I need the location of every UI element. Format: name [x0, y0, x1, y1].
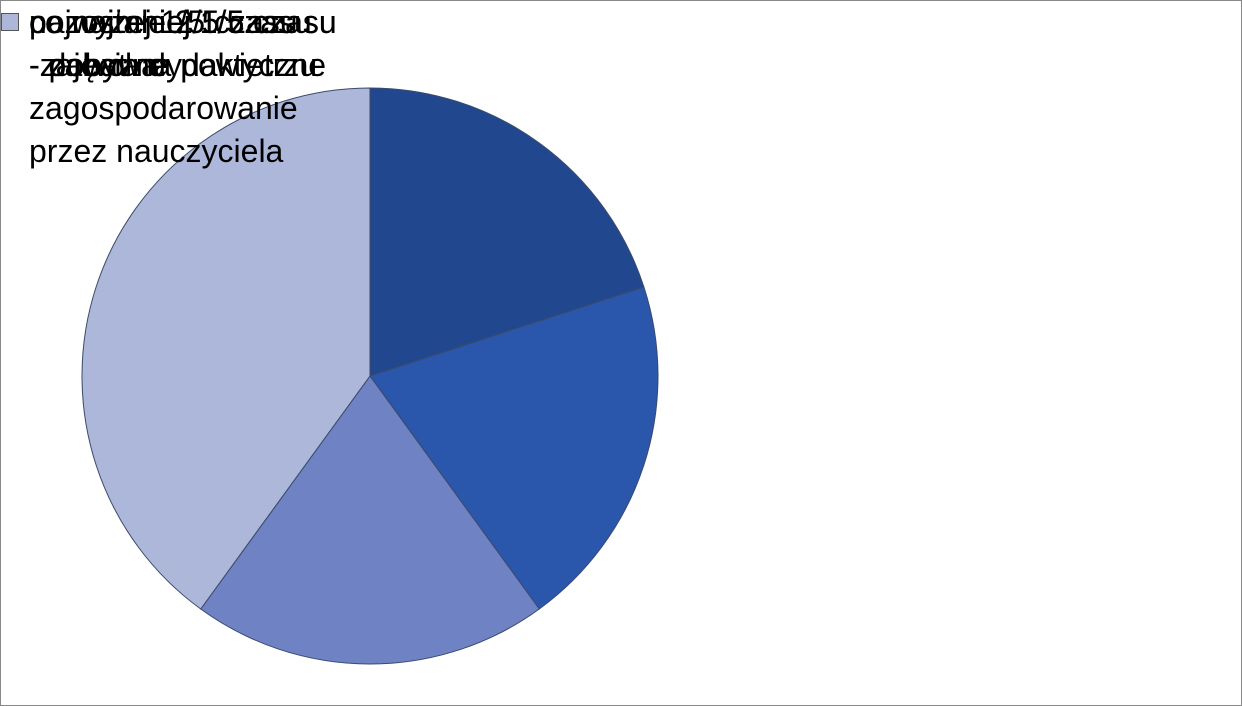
pie-area — [81, 87, 659, 665]
legend-label: pozostałe 2/5 czasu - dowolne zagospodar… — [29, 4, 312, 169]
legend-label: co najmniej 1/5 czasu - zabawa — [29, 4, 337, 83]
legend-swatch — [1, 13, 19, 31]
pie-slice — [369, 286, 659, 610]
pie-slice — [81, 87, 371, 610]
pie-slice — [200, 375, 540, 665]
legend-label: najwyżej 1/5 czasu -zajęcia dydaktyczne — [29, 4, 327, 83]
pie-slice — [369, 87, 645, 377]
legend-label: co najmniej 1/5 czasu - pobyt na powietr… — [29, 4, 337, 83]
